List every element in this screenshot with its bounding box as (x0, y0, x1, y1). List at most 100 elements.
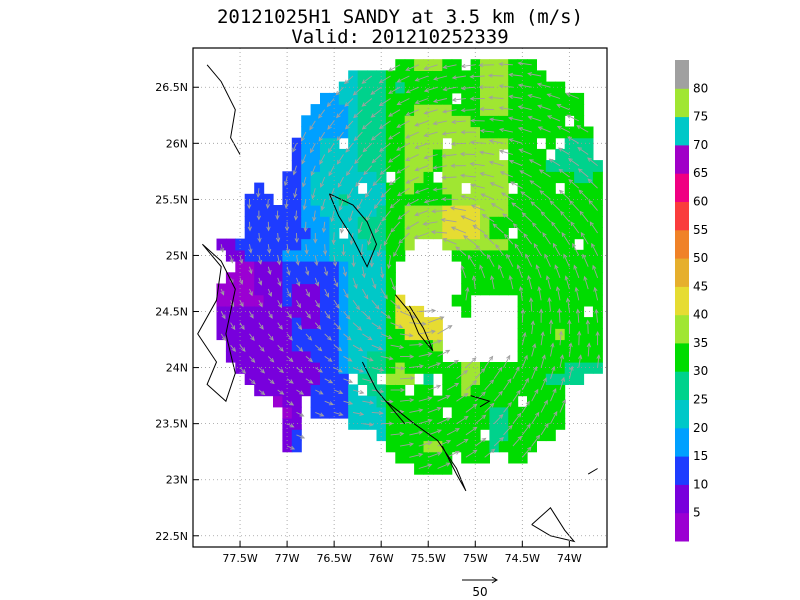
wind-vector (437, 462, 451, 469)
colorbar-label: 70 (693, 138, 708, 152)
coastline (587, 468, 598, 475)
wind-cell (254, 283, 265, 296)
wind-cell (367, 81, 378, 94)
coastline (385, 400, 467, 492)
wind-vector (580, 231, 589, 245)
wind-vector (315, 367, 323, 373)
wind-cell (348, 283, 359, 296)
wind-cell (320, 384, 330, 397)
wind-cell (432, 182, 443, 195)
wind-vector (345, 143, 354, 153)
wind-cell (432, 216, 443, 228)
wind-vector (560, 210, 570, 223)
wind-vector (506, 253, 514, 267)
wind-cell (301, 294, 312, 307)
wind-vector (540, 422, 549, 436)
wind-cell (545, 339, 556, 352)
wind-cell (338, 406, 349, 419)
wind-vector (293, 210, 299, 221)
wind-cell (517, 362, 528, 374)
wind-cell (404, 227, 415, 240)
wind-vector (475, 244, 486, 256)
wind-vector (472, 224, 485, 234)
wind-vector (390, 431, 405, 437)
wind-cell (329, 373, 340, 385)
wind-cell (291, 305, 302, 318)
wind-cell (451, 59, 462, 71)
wind-cell (489, 272, 500, 285)
wind-vector (423, 109, 438, 115)
wind-vector (450, 226, 467, 234)
wind-vector (277, 300, 282, 309)
wind-vector (390, 221, 401, 233)
wind-cell (527, 362, 537, 374)
wind-cell (489, 115, 500, 128)
wind-vector (239, 344, 246, 353)
y-tick-label: 26N (166, 137, 188, 150)
wind-vector (257, 232, 262, 243)
coastline (206, 64, 241, 155)
wind-cell (583, 249, 594, 262)
wind-cell (489, 227, 500, 240)
wind-cell (385, 261, 396, 273)
wind-cell (451, 406, 462, 419)
wind-cell (592, 261, 603, 273)
wind-vector (577, 168, 589, 178)
wind-cell (508, 160, 519, 172)
wind-vector (538, 169, 551, 178)
wind-cell (432, 115, 443, 128)
wind-vector (460, 108, 476, 113)
wind-vector (512, 412, 522, 424)
wind-cell (461, 261, 472, 273)
wind-cell (423, 115, 434, 128)
wind-field (216, 59, 603, 475)
wind-cell (263, 362, 274, 374)
wind-cell (404, 440, 415, 453)
wind-cell (357, 339, 368, 352)
wind-cell (273, 350, 283, 363)
wind-cell (376, 429, 387, 442)
wind-cell (395, 249, 406, 262)
wind-cell (254, 216, 265, 228)
wind-vector (545, 275, 551, 290)
wind-vector (390, 299, 401, 310)
wind-cell (338, 362, 349, 374)
wind-vector (258, 322, 264, 330)
wind-vector (247, 199, 252, 210)
wind-cell (508, 59, 519, 71)
wind-cell (527, 227, 537, 240)
wind-vector (414, 165, 429, 172)
wind-vector (267, 244, 272, 254)
wind-vector (343, 378, 354, 384)
wind-vector (550, 365, 556, 379)
wind-vector (390, 387, 406, 393)
wind-vector (441, 109, 457, 114)
wind-cell (461, 440, 472, 453)
wind-vector (517, 126, 532, 133)
wind-cell (414, 216, 425, 228)
wind-vector (508, 159, 523, 167)
wind-cell (395, 126, 406, 139)
wind-cell (480, 171, 490, 184)
wind-cell (395, 92, 406, 105)
wind-cell (414, 92, 425, 105)
wind-cell (489, 92, 500, 105)
wind-cell (301, 249, 312, 262)
wind-vector (327, 120, 335, 130)
wind-cell (517, 373, 528, 385)
wind-cell (545, 373, 556, 385)
wind-cell (564, 92, 575, 105)
wind-cell (310, 395, 321, 408)
wind-vector (574, 286, 580, 301)
wind-cell (414, 227, 425, 240)
wind-cell (451, 205, 462, 217)
wind-cell (527, 328, 537, 341)
wind-cell (574, 171, 585, 184)
wind-cell (235, 261, 246, 273)
wind-vector (220, 288, 225, 296)
wind-vector (364, 187, 373, 198)
wind-cell (555, 261, 566, 273)
wind-vector (249, 333, 255, 342)
wind-vector (459, 151, 476, 157)
wind-vector (561, 232, 570, 245)
